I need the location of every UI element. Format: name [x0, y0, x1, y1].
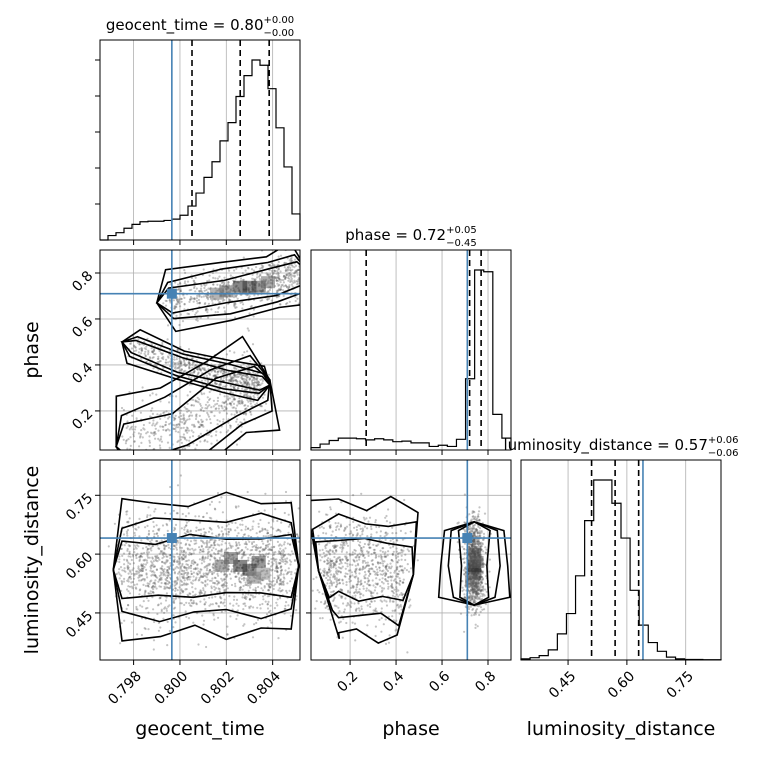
contour-line: [120, 335, 271, 395]
contour-line: [112, 533, 300, 600]
x-tick-label: 0.800: [152, 668, 192, 708]
panel-title: geocent_time = 0.80+0.00: [106, 15, 294, 35]
x-axis-label-geocent_time: geocent_time: [135, 718, 264, 740]
panel-title-main: luminosity_distance = 0.57: [503, 436, 707, 455]
contour-line: [314, 537, 415, 603]
density-bin: [469, 555, 484, 568]
contour-line: [155, 250, 300, 333]
density-bin: [256, 567, 271, 580]
panel-title: phase = 0.72+0.05: [345, 225, 476, 244]
x-tick-label: 0.802: [198, 668, 238, 708]
contour-line: [112, 491, 300, 642]
x-tick-label: 0.45: [546, 668, 579, 701]
scatter-panel-geocent_time-luminosity_distance: 0.798 0.800 0.802 0.804 0.45 0.60 0.75: [63, 459, 301, 708]
contour-line: [311, 495, 419, 645]
x-tick-label: 0.4: [380, 668, 407, 695]
truth-marker: [166, 533, 177, 544]
histogram-steps: [100, 59, 301, 241]
y-tick-label: 0.6: [69, 314, 96, 341]
panel-title: luminosity_distance = 0.57+0.06: [503, 435, 738, 455]
x-tick-label: 0.60: [605, 668, 638, 701]
y-tick-label: 0.4: [69, 360, 96, 387]
x-axis-label-luminosity_distance: luminosity_distance: [527, 718, 716, 740]
y-tick-label: 0.8: [69, 268, 96, 295]
panel-title-upper: +0.00: [264, 15, 295, 26]
histogram-panel-luminosity_distance: 0.45 0.60 0.75 luminosity_distance = 0.57+0…: [503, 435, 738, 702]
x-tick-label: 0.6: [426, 668, 453, 695]
scatter-panel-geocent_time-phase: 0.2 0.4 0.6 0.8: [69, 249, 301, 455]
contour-line: [457, 520, 491, 607]
x-tick-label: 0.8: [472, 668, 499, 695]
contour-line: [115, 354, 273, 450]
x-axis-label-phase: phase: [382, 718, 439, 740]
contour-line: [121, 328, 271, 402]
y-axis-label-luminosity_distance: luminosity_distance: [21, 466, 43, 655]
histogram-panel-geocent_time: geocent_time = 0.80+0.00−0.00: [95, 15, 301, 245]
contour-line: [112, 512, 300, 623]
panel-title-upper: +0.05: [446, 225, 477, 236]
contour-line: [115, 365, 271, 450]
density-bin: [261, 276, 276, 289]
histogram-panel-phase: phase = 0.72+0.05−0.45: [310, 225, 512, 455]
panel-title-lower: −0.06: [708, 448, 739, 459]
panel-title-main: geocent_time = 0.80: [106, 16, 264, 35]
density-bin: [214, 559, 229, 572]
contour-line: [120, 339, 272, 392]
y-tick-label: 0.45: [63, 608, 96, 641]
x-tick-label: 0.75: [664, 668, 697, 701]
contour-line: [311, 513, 418, 628]
panel-title-lower: −0.45: [446, 238, 477, 249]
truth-marker: [462, 533, 473, 544]
density-bin: [464, 575, 479, 588]
contour-line: [437, 520, 511, 606]
histogram-steps: [520, 479, 722, 661]
scatter-panel-phase-luminosity_distance: 0.2 0.4 0.6 0.8: [306, 459, 512, 695]
density-bin: [251, 555, 266, 568]
y-tick-label: 0.60: [63, 549, 96, 582]
contour-line: [115, 335, 281, 450]
panel-title-main: phase = 0.72: [345, 226, 446, 244]
y-tick-label: 0.2: [69, 406, 96, 433]
y-tick-label: 0.75: [63, 490, 96, 523]
contour-line: [155, 253, 300, 320]
histogram-steps: [310, 269, 512, 450]
x-tick-label: 0.2: [334, 668, 361, 695]
x-tick-label: 0.798: [105, 668, 145, 708]
x-tick-label: 0.804: [244, 668, 284, 708]
y-axis-label-phase: phase: [21, 321, 43, 378]
panel-title-lower: −0.00: [264, 28, 295, 39]
truth-marker: [166, 288, 177, 299]
panel-title-upper: +0.06: [708, 435, 739, 446]
